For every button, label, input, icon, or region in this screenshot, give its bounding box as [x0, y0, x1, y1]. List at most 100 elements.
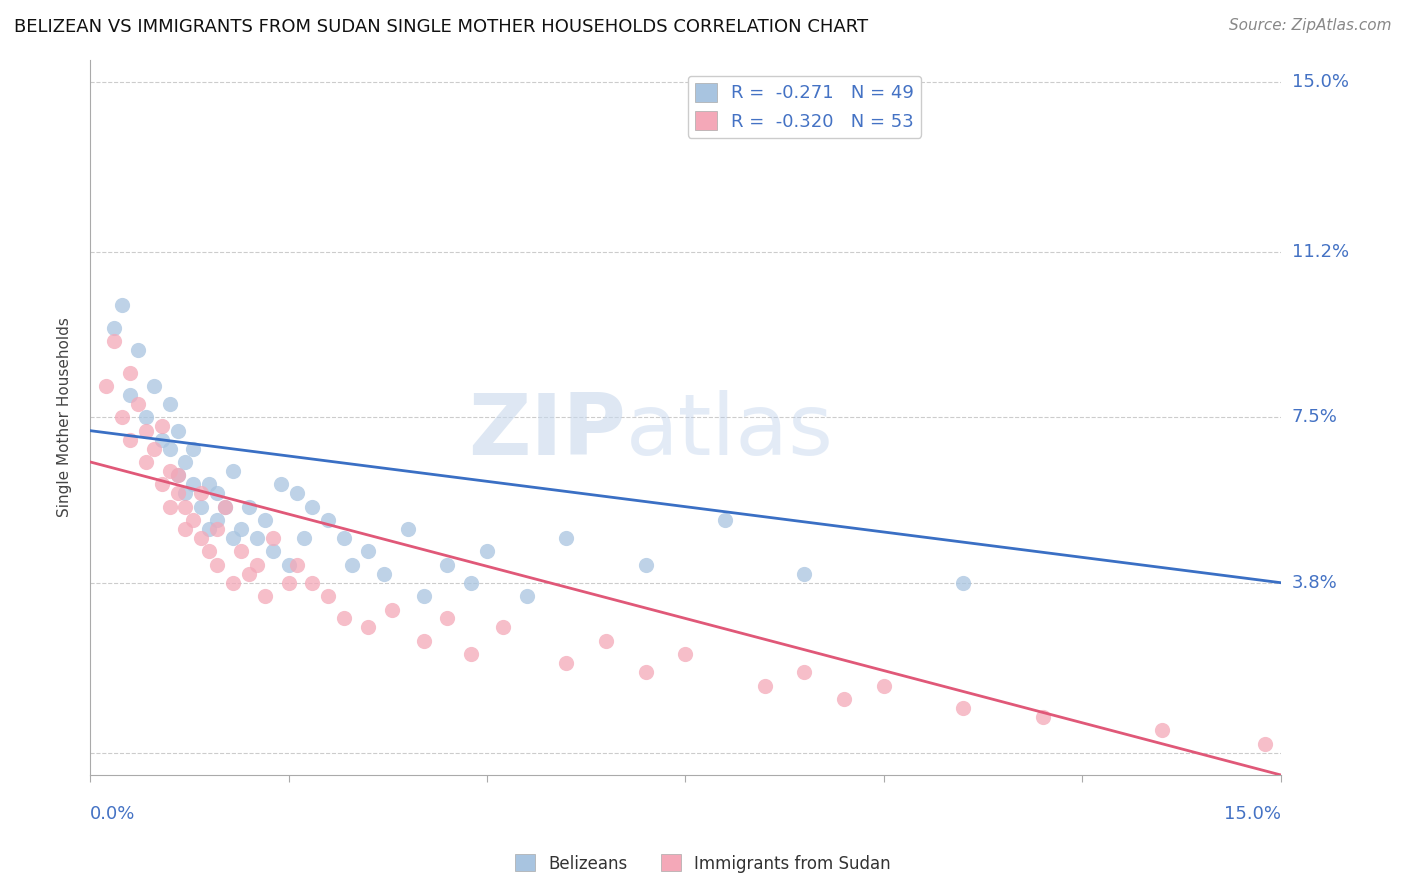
Point — [1150, 723, 1173, 738]
Point — [793, 665, 815, 679]
Point — [436, 611, 458, 625]
Point — [634, 665, 657, 679]
Point — [357, 544, 380, 558]
Text: 15.0%: 15.0% — [1223, 805, 1281, 823]
Point — [222, 531, 245, 545]
Point — [159, 500, 181, 514]
Point — [333, 611, 356, 625]
Point — [94, 379, 117, 393]
Point — [174, 455, 197, 469]
Point — [595, 633, 617, 648]
Point — [318, 513, 340, 527]
Point — [381, 602, 404, 616]
Point — [103, 321, 125, 335]
Point — [253, 589, 276, 603]
Point — [118, 366, 141, 380]
Point — [205, 558, 228, 572]
Text: 3.8%: 3.8% — [1292, 574, 1337, 591]
Point — [190, 500, 212, 514]
Point — [111, 410, 134, 425]
Point — [198, 477, 221, 491]
Point — [285, 558, 308, 572]
Point — [174, 522, 197, 536]
Point — [460, 575, 482, 590]
Point — [198, 544, 221, 558]
Point — [118, 388, 141, 402]
Point — [159, 397, 181, 411]
Point — [714, 513, 737, 527]
Point — [1254, 737, 1277, 751]
Point — [238, 566, 260, 581]
Point — [475, 544, 498, 558]
Point — [166, 468, 188, 483]
Text: BELIZEAN VS IMMIGRANTS FROM SUDAN SINGLE MOTHER HOUSEHOLDS CORRELATION CHART: BELIZEAN VS IMMIGRANTS FROM SUDAN SINGLE… — [14, 18, 868, 36]
Point — [174, 486, 197, 500]
Point — [555, 531, 578, 545]
Point — [118, 433, 141, 447]
Point — [301, 575, 323, 590]
Point — [396, 522, 419, 536]
Y-axis label: Single Mother Households: Single Mother Households — [58, 318, 72, 517]
Point — [832, 692, 855, 706]
Point — [103, 334, 125, 349]
Point — [754, 679, 776, 693]
Point — [183, 442, 205, 456]
Point — [952, 701, 974, 715]
Point — [246, 531, 269, 545]
Point — [460, 647, 482, 661]
Point — [229, 544, 252, 558]
Point — [301, 500, 323, 514]
Point — [174, 500, 197, 514]
Point — [436, 558, 458, 572]
Point — [340, 558, 363, 572]
Point — [183, 477, 205, 491]
Point — [270, 477, 292, 491]
Point — [277, 558, 299, 572]
Point — [205, 513, 228, 527]
Point — [373, 566, 395, 581]
Point — [318, 589, 340, 603]
Point — [159, 442, 181, 456]
Point — [673, 647, 696, 661]
Point — [222, 575, 245, 590]
Point — [205, 522, 228, 536]
Legend: R =  -0.271   N = 49, R =  -0.320   N = 53: R = -0.271 N = 49, R = -0.320 N = 53 — [688, 76, 921, 138]
Point — [127, 343, 149, 358]
Point — [952, 575, 974, 590]
Text: Source: ZipAtlas.com: Source: ZipAtlas.com — [1229, 18, 1392, 33]
Point — [333, 531, 356, 545]
Point — [412, 589, 434, 603]
Point — [127, 397, 149, 411]
Point — [214, 500, 236, 514]
Point — [135, 410, 157, 425]
Text: 7.5%: 7.5% — [1292, 409, 1337, 426]
Point — [357, 620, 380, 634]
Point — [166, 486, 188, 500]
Text: ZIP: ZIP — [468, 390, 626, 473]
Point — [516, 589, 538, 603]
Text: atlas: atlas — [626, 390, 834, 473]
Point — [150, 433, 173, 447]
Point — [277, 575, 299, 590]
Text: 15.0%: 15.0% — [1292, 73, 1348, 91]
Point — [262, 531, 284, 545]
Point — [111, 298, 134, 312]
Point — [183, 513, 205, 527]
Point — [229, 522, 252, 536]
Point — [253, 513, 276, 527]
Point — [135, 455, 157, 469]
Text: 0.0%: 0.0% — [90, 805, 135, 823]
Point — [142, 379, 165, 393]
Text: 11.2%: 11.2% — [1292, 243, 1348, 260]
Point — [166, 424, 188, 438]
Point — [238, 500, 260, 514]
Point — [190, 531, 212, 545]
Point — [793, 566, 815, 581]
Point — [285, 486, 308, 500]
Point — [205, 486, 228, 500]
Point — [1031, 710, 1053, 724]
Point — [294, 531, 316, 545]
Legend: Belizeans, Immigrants from Sudan: Belizeans, Immigrants from Sudan — [509, 847, 897, 880]
Point — [135, 424, 157, 438]
Point — [166, 468, 188, 483]
